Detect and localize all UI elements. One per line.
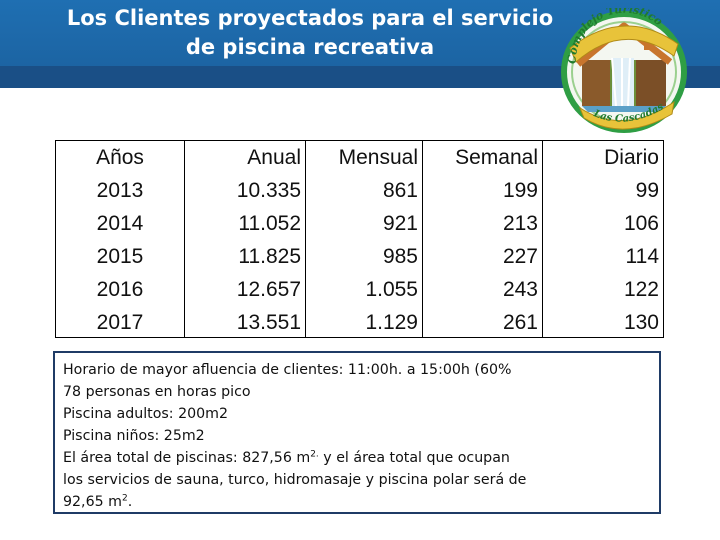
clients-table: Años 2013 2014 2015 2016 2017 Anual 10.3… [55,140,664,338]
header-cell: Mensual [338,146,418,169]
column-years: Años 2013 2014 2015 2016 2017 [56,141,185,337]
column-weekly: Semanal 199 213 227 243 261 [423,141,543,337]
table-cell: 921 [382,212,418,235]
notes-line: 92,65 m2. [63,491,656,513]
table-cell: 199 [502,179,538,202]
notes-text: . [127,494,133,510]
notes-line: Piscina niños: 25m2 [63,428,205,444]
notes-superscript: 2 [121,493,128,504]
table-cell: 2014 [96,212,144,235]
notes-box: Horario de mayor afluencia de clientes: … [53,351,661,514]
table-cell: 13.551 [236,311,301,334]
table-cell: 12.657 [236,278,301,301]
header-cell: Anual [247,146,301,169]
table-cell: 213 [502,212,538,235]
notes-line: El área total de piscinas: 827,56 m2. y … [63,447,656,469]
notes-superscript: 2. [310,449,319,460]
table-cell: 2016 [96,278,144,301]
table-cell: 261 [502,311,538,334]
notes-line: Horario de mayor afluencia de clientes: … [63,362,512,378]
table-cell: 1.055 [365,278,418,301]
table-cell: 130 [623,311,659,334]
table-cell: 985 [382,245,418,268]
table-cell: 861 [382,179,418,202]
table-cell: 11.052 [238,212,301,235]
header-cell: Semanal [455,146,538,169]
header-cell: Diario [604,146,659,169]
table-cell: 122 [623,278,659,301]
title-line-1: Los Clientes proyectados para el servici… [66,6,554,30]
table-cell: 227 [502,245,538,268]
slide-title: Los Clientes proyectados para el servici… [20,4,600,62]
table-cell: 1.129 [365,311,418,334]
table-cell: 11.825 [238,245,301,268]
table-cell: 2013 [96,179,144,202]
table-cell: 243 [502,278,538,301]
notes-line: Piscina adultos: 200m2 [63,406,228,422]
table-cell: 2017 [96,311,144,334]
table-cell: 10.335 [236,179,301,202]
table-cell: 2015 [96,245,144,268]
table-cell: 99 [635,179,659,202]
table-cell: 114 [625,245,659,268]
notes-line: los servicios de sauna, turco, hidromasa… [63,472,527,488]
notes-text: 92,65 m [63,494,122,510]
column-annual: Anual 10.335 11.052 11.825 12.657 13.551 [185,141,306,337]
notes-text: y el área total que ocupan [318,450,510,466]
notes-text: El área total de piscinas: 827,56 m [63,450,311,466]
header-band [0,66,720,88]
table-cell: 106 [623,212,659,235]
header-cell: Años [96,146,144,169]
column-monthly: Mensual 861 921 985 1.055 1.129 [306,141,423,337]
notes-line: 78 personas en horas pico [63,384,251,400]
house-waterfall-logo-icon: Complejo Turístico Las Cascadas [561,8,687,133]
title-line-2: de piscina recreativa [185,35,435,59]
column-daily: Diario 99 106 114 122 130 [543,141,663,337]
